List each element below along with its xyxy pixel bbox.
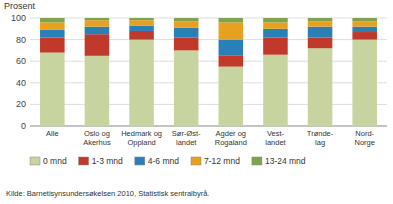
y-tick-label: 20: [16, 99, 26, 109]
bar-segment: [308, 37, 333, 48]
legend-swatch: [30, 157, 40, 165]
bar-segment: [85, 18, 110, 20]
chart: Prosent 0 20 40 60 80 100 Alle Oslo ogAkerhus Hed…: [0, 0, 393, 204]
x-tick-label: Alle: [46, 129, 59, 138]
legend-label: 0 mnd: [43, 156, 67, 166]
grid-line: [30, 39, 387, 40]
bar-segment: [352, 40, 377, 126]
y-axis-label: Prosent: [4, 1, 36, 11]
x-tick-label: Sør-Øst-landet: [172, 129, 201, 147]
x-tick-label: Nord-Norge: [354, 129, 374, 147]
bar-segment: [129, 26, 154, 31]
bar-segment: [40, 22, 65, 30]
bar-segment: [40, 37, 65, 52]
y-tick-label: 40: [16, 78, 26, 88]
bar-segment: [263, 22, 288, 28]
bar-segment: [129, 40, 154, 126]
x-tick-label: Agder ogRogaland: [215, 129, 247, 147]
bar-segment: [352, 18, 377, 21]
legend-swatch: [252, 157, 262, 165]
grid-line: [30, 82, 387, 83]
bar-segment: [174, 18, 199, 21]
bar-segment: [85, 34, 110, 56]
bar-segment: [40, 30, 65, 38]
x-tick-label: Trønde-lag: [307, 129, 334, 147]
legend-swatch: [135, 157, 145, 165]
bar-segment: [308, 48, 333, 126]
bars: [40, 18, 377, 126]
bar-segment: [219, 40, 244, 56]
bar-segment: [174, 21, 199, 27]
bar-segment: [40, 53, 65, 126]
grid-line: [30, 61, 387, 62]
legend-swatch: [191, 157, 201, 165]
x-tick-label: Hedmark ogOppland: [121, 129, 162, 147]
legend-swatch: [79, 157, 89, 165]
grid-line: [30, 126, 387, 127]
x-tick-label: Vest-landet: [265, 129, 286, 147]
bar-segment: [263, 55, 288, 126]
bar-segment: [174, 28, 199, 38]
bar-segment: [174, 50, 199, 126]
bar-segment: [85, 27, 110, 35]
legend-label: 1-3 mnd: [92, 156, 123, 166]
bar-segment: [40, 18, 65, 22]
bar-segment: [219, 67, 244, 126]
bar-segment: [129, 20, 154, 25]
bar-segment: [263, 29, 288, 38]
bar-segment: [308, 27, 333, 38]
x-tick-label: Oslo ogAkerhus: [83, 129, 111, 147]
source-note: Kilde: Barnetisynsundersøkelsen 2010, St…: [6, 189, 209, 198]
bar-segment: [174, 37, 199, 50]
bar-segment: [85, 56, 110, 126]
bar-segment: [352, 27, 377, 32]
grid-line: [30, 104, 387, 105]
legend-label: 13-24 mnd: [265, 156, 306, 166]
bar-segment: [308, 21, 333, 26]
x-axis-line: [30, 126, 387, 127]
bar-segment: [219, 22, 244, 39]
bar-segment: [352, 21, 377, 26]
y-tick-label: 60: [16, 56, 26, 66]
grid-line: [30, 18, 387, 19]
legend-label: 4-6 mnd: [148, 156, 179, 166]
bar-segment: [85, 20, 110, 26]
bar-segment: [263, 18, 288, 22]
y-tick-label: 80: [16, 35, 26, 45]
bar-segment: [263, 37, 288, 54]
bar-segment: [308, 18, 333, 21]
bar-segment: [129, 31, 154, 40]
bar-segment: [352, 32, 377, 40]
bar-segment: [219, 18, 244, 22]
bar-segment: [219, 56, 244, 67]
y-tick-label: 0: [21, 121, 26, 131]
bar-segment: [129, 18, 154, 20]
y-tick-label: 100: [11, 13, 26, 23]
legend-label: 7-12 mnd: [204, 156, 240, 166]
legend: 0 mnd 1-3 mnd 4-6 mnd 7-12 mnd 13-24 mnd: [30, 156, 306, 166]
